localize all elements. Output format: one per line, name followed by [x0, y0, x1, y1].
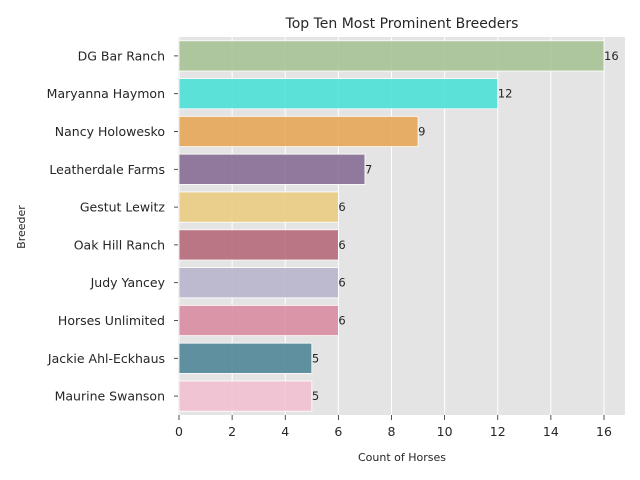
bar — [178, 40, 605, 72]
category-label: Oak Hill Ranch — [74, 237, 165, 252]
data-label: 6 — [338, 276, 345, 290]
category-label: Leatherdale Farms — [49, 162, 165, 177]
bar — [178, 342, 313, 374]
category-labels: DG Bar Ranch Maryanna Haymon Nancy Holowes… — [47, 48, 178, 404]
data-label: 9 — [418, 125, 425, 139]
x-axis-ticks: 0 2 4 6 8 10 12 14 16 — [175, 415, 612, 439]
bar — [178, 380, 313, 412]
data-label: 6 — [338, 200, 345, 214]
x-axis-label: Count of Horses — [358, 451, 446, 464]
x-tick-label: 4 — [281, 424, 289, 439]
category-label: Maryanna Haymon — [47, 86, 165, 101]
x-tick-label: 10 — [437, 424, 453, 439]
bar — [178, 78, 499, 110]
bar — [178, 191, 339, 223]
category-label: Gestut Lewitz — [80, 200, 166, 215]
data-label: 6 — [338, 238, 345, 252]
bar — [178, 267, 339, 299]
category-label: Judy Yancey — [90, 275, 166, 290]
x-tick-label: 6 — [334, 424, 342, 439]
data-label: 5 — [312, 389, 319, 403]
category-label: Maurine Swanson — [55, 389, 165, 404]
x-tick-label: 0 — [175, 424, 183, 439]
x-tick-label: 14 — [543, 424, 559, 439]
data-label: 6 — [338, 314, 345, 328]
bar — [178, 304, 339, 337]
category-label: DG Bar Ranch — [78, 48, 165, 63]
x-tick-label: 8 — [388, 424, 396, 439]
x-tick-label: 12 — [490, 424, 506, 439]
data-label: 7 — [365, 162, 372, 176]
bars-group — [178, 40, 605, 412]
data-labels-group: 16 12 9 7 6 6 6 6 5 5 — [312, 49, 619, 403]
y-axis-label: Breeder — [15, 205, 28, 249]
category-label: Horses Unlimited — [58, 313, 165, 328]
bar — [178, 115, 419, 148]
bar — [178, 153, 366, 185]
x-tick-label: 16 — [596, 424, 612, 439]
data-label: 5 — [312, 351, 319, 365]
bar — [178, 229, 339, 261]
x-tick-label: 2 — [228, 424, 236, 439]
chart-title: Top Ten Most Prominent Breeders — [285, 16, 519, 32]
category-label: Jackie Ahl-Eckhaus — [47, 351, 165, 366]
category-label: Nancy Holowesko — [55, 124, 165, 139]
data-label: 12 — [498, 87, 513, 101]
data-label: 16 — [604, 49, 619, 63]
